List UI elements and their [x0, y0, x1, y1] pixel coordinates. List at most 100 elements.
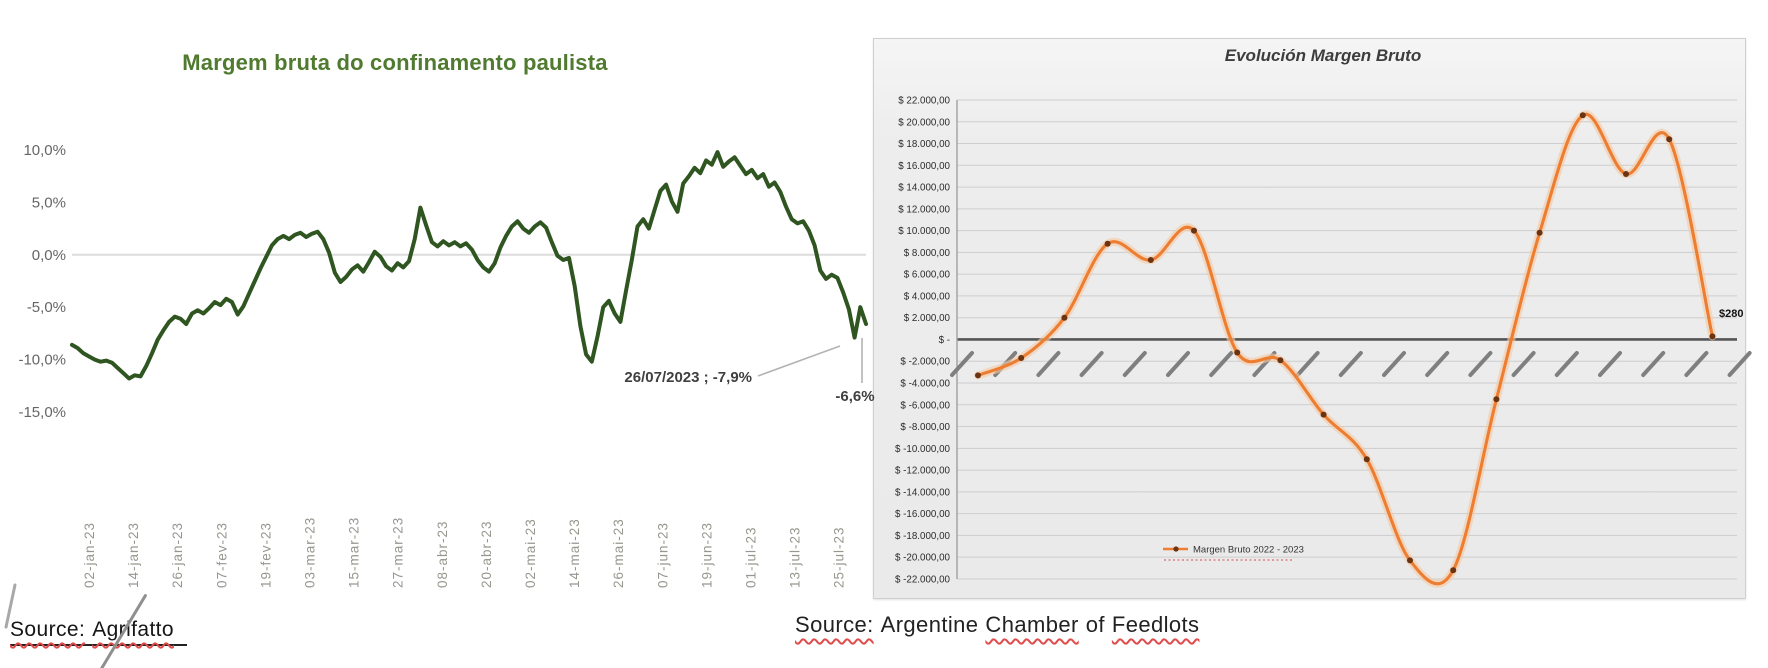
- y-tick-label: $ 8.000,00: [904, 248, 951, 259]
- source-word: Agrifatto: [92, 618, 174, 641]
- x-tick-label-mark: [1554, 351, 1579, 377]
- source-word: Source:: [795, 612, 874, 637]
- x-tick-label-mark: [1641, 351, 1666, 377]
- x-tick-label-mark: [1684, 351, 1709, 377]
- series-marker: [1191, 227, 1197, 234]
- y-tick-label: $ -18.000,00: [895, 531, 951, 542]
- series-marker: [1104, 240, 1111, 247]
- y-tick-label: -15,0%: [18, 404, 66, 421]
- x-tick-label-mark: [950, 351, 974, 377]
- y-tick-label: $ 4.000,00: [904, 291, 951, 302]
- x-tick-label: 26-jan-23: [170, 522, 185, 588]
- x-tick-label-mark: [1727, 351, 1752, 377]
- y-tick-label: -5,0%: [27, 299, 66, 316]
- y-tick-label: $ 12.000,00: [898, 204, 950, 215]
- series-marker: [975, 372, 981, 379]
- y-tick-label: -10,0%: [18, 352, 66, 369]
- x-tick-label: 15-mar-23: [347, 517, 362, 588]
- series-marker: [1623, 171, 1629, 177]
- x-tick-label: 03-mar-23: [303, 517, 318, 588]
- series-marker: [1320, 411, 1327, 418]
- legend-label: Margen Bruto 2022 - 2023: [1193, 545, 1304, 556]
- y-tick-label: $ -2.000,00: [900, 357, 950, 368]
- source-word: of: [1085, 612, 1105, 637]
- margin-series-line: [70, 150, 868, 381]
- y-tick-label: $ 20.000,00: [898, 117, 950, 128]
- x-tick-label-mark: [1598, 351, 1622, 377]
- y-tick-label: 5,0%: [32, 194, 66, 211]
- x-tick-label-mark: [1425, 351, 1450, 377]
- x-tick-label: 14-jan-23: [126, 522, 141, 588]
- x-tick-label: 19-fev-23: [258, 522, 273, 588]
- right-source: Source: Argentine Chamber of Feedlots: [795, 612, 1206, 638]
- legend-marker: [1173, 546, 1179, 552]
- y-tick-label: $ 2.000,00: [904, 313, 951, 324]
- x-tick-label: 14-mai-23: [567, 518, 582, 588]
- right-chart-title: Evolución Margen Bruto: [1224, 46, 1422, 65]
- x-tick-label-mark: [1036, 351, 1061, 377]
- x-tick-label-mark: [1166, 351, 1190, 377]
- series-marker: [1579, 112, 1586, 119]
- series-marker: [1450, 567, 1457, 574]
- y-tick-label: $ 10.000,00: [898, 226, 950, 237]
- end-value-label: -6,6%: [835, 388, 874, 405]
- x-tick-label-mark: [1295, 351, 1320, 377]
- y-tick-label: $ -6.000,00: [900, 400, 950, 411]
- x-tick-label: 02-jan-23: [82, 522, 97, 588]
- y-tick-label: $ -22.000,00: [895, 574, 951, 585]
- x-tick-label: 26-mai-23: [611, 518, 626, 588]
- y-tick-label: $ 14.000,00: [898, 183, 950, 194]
- x-tick-label-mark: [1338, 351, 1363, 377]
- x-tick-label-mark: [1079, 351, 1104, 377]
- series-marker: [1277, 357, 1284, 364]
- series-marker: [1407, 557, 1413, 564]
- y-tick-label: $ -20.000,00: [895, 553, 951, 564]
- left-chart-title: Margem bruta do confinamento paulista: [182, 50, 608, 75]
- series-marker: [1147, 257, 1154, 263]
- left-source: Source: Agrifatto: [10, 618, 187, 646]
- y-tick-label: $ -8.000,00: [900, 422, 950, 433]
- x-tick-label: 01-jul-23: [744, 526, 759, 588]
- series-marker: [1234, 349, 1241, 356]
- y-tick-label: $ -4.000,00: [900, 379, 950, 390]
- x-tick-label: 13-jul-23: [788, 526, 803, 588]
- margen-bruto-series-line: [976, 112, 1714, 586]
- y-tick-label: $ 22.000,00: [898, 96, 950, 107]
- source-word: Argentine: [880, 612, 979, 637]
- y-tick-label: $ -14.000,00: [895, 487, 951, 498]
- y-tick-label: $ 6.000,00: [904, 270, 951, 281]
- x-tick-label: 19-jun-23: [699, 522, 714, 588]
- x-tick-label: 20-abr-23: [479, 520, 494, 588]
- annotation-callout: 26/07/2023 ; -7,9%: [624, 369, 752, 386]
- x-tick-label-mark: [1468, 351, 1493, 377]
- y-tick-label: $ 16.000,00: [898, 161, 950, 172]
- series-marker: [1709, 333, 1716, 340]
- y-tick-label: $ 18.000,00: [898, 139, 950, 150]
- y-tick-label: 10,0%: [23, 142, 66, 159]
- source-word: Feedlots: [1111, 612, 1200, 637]
- series-marker: [1536, 229, 1543, 236]
- source-word: Chamber: [985, 612, 1079, 637]
- series-marker: [1493, 396, 1500, 403]
- leader-line: [757, 345, 841, 377]
- y-tick-label: $ -10.000,00: [895, 444, 951, 455]
- x-tick-label: 27-mar-23: [391, 517, 406, 588]
- series-marker: [1018, 355, 1025, 361]
- x-tick-label-mark: [1122, 351, 1147, 377]
- y-tick-label: $ -12.000,00: [895, 466, 951, 477]
- source-word: Source:: [10, 618, 86, 641]
- x-tick-label-mark: [1209, 351, 1234, 377]
- x-tick-label: 25-jul-23: [832, 526, 847, 588]
- x-tick-label: 07-fev-23: [214, 522, 229, 588]
- y-tick-label: $ -: [939, 335, 950, 346]
- x-tick-label-mark: [1382, 351, 1406, 377]
- y-tick-label: $ -16.000,00: [895, 509, 951, 520]
- x-tick-label-mark: [1511, 351, 1536, 377]
- y-tick-label: 0,0%: [32, 247, 66, 264]
- series-marker: [1666, 136, 1673, 143]
- series-marker: [1061, 314, 1068, 321]
- x-tick-label: 08-abr-23: [435, 520, 450, 588]
